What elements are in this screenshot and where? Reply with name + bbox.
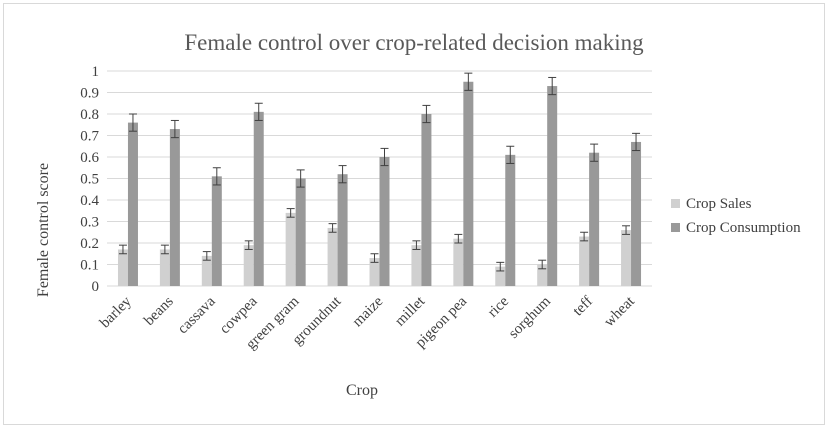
bar-sales xyxy=(537,264,548,286)
x-tick-label: teff xyxy=(570,294,596,320)
bar-sales xyxy=(285,212,296,286)
y-tick-label: 1 xyxy=(92,64,100,80)
y-tick-label: 0 xyxy=(92,279,100,295)
bar-consumption xyxy=(547,86,558,286)
x-tick-label: maize xyxy=(350,293,387,330)
legend-swatch xyxy=(671,199,680,208)
bar-consumption xyxy=(211,176,222,286)
bar-consumption xyxy=(337,174,348,286)
legend-label: Crop Consumption xyxy=(686,220,801,236)
bar-sales xyxy=(117,249,128,286)
bar-sales xyxy=(579,236,590,286)
bar-sales xyxy=(453,238,464,286)
bar-consumption xyxy=(505,154,516,286)
legend-swatch xyxy=(671,223,680,232)
bar-sales xyxy=(495,266,506,286)
error-bars xyxy=(118,72,641,272)
bar-sales xyxy=(621,230,632,286)
bar-consumption xyxy=(421,114,432,286)
y-axis-label: Female control score xyxy=(35,163,52,297)
y-tick-label: 0.2 xyxy=(80,236,99,252)
bar-consumption xyxy=(169,129,180,286)
bar-consumption xyxy=(127,122,138,286)
y-tick-label: 0.3 xyxy=(80,215,99,231)
bar-sales xyxy=(327,227,338,286)
bar-consumption xyxy=(253,111,264,286)
x-tick-label: cassava xyxy=(175,293,219,337)
bar-consumption xyxy=(463,81,474,286)
bar-sales xyxy=(369,258,380,286)
legend-label: Crop Sales xyxy=(686,196,752,212)
bar-sales xyxy=(411,245,422,286)
bars xyxy=(117,81,642,286)
y-tick-label: 0.5 xyxy=(80,172,99,188)
y-tick-label: 0.6 xyxy=(80,150,99,166)
y-tick-label: 0.1 xyxy=(80,258,99,274)
y-tick-label: 0.7 xyxy=(80,129,99,145)
x-tick-label: millet xyxy=(392,293,429,330)
x-tick-label: barley xyxy=(97,293,135,331)
bar-consumption xyxy=(631,141,642,286)
legend: Crop Sales Crop Consumption xyxy=(671,196,801,236)
x-axis-label: Crop xyxy=(346,382,378,399)
y-tick-label: 0.4 xyxy=(80,193,99,209)
gridlines xyxy=(107,70,652,287)
x-tick-label: rice xyxy=(485,293,512,320)
bar-sales xyxy=(159,249,170,286)
y-axis-ticks: 0 0.1 0.2 0.3 0.4 0.5 0.6 0.7 0.8 0.9 1 xyxy=(80,64,99,295)
bar-consumption xyxy=(589,152,600,286)
x-tick-label: wheat xyxy=(601,293,638,330)
chart-title: Female control over crop-related decisio… xyxy=(184,30,644,55)
bar-sales xyxy=(201,255,212,286)
chart-frame xyxy=(3,3,825,425)
y-tick-label: 0.9 xyxy=(80,86,99,102)
x-tick-label: beans xyxy=(141,293,177,329)
x-tick-label: sorghum xyxy=(506,293,554,341)
bar-sales xyxy=(243,245,254,286)
bar-consumption xyxy=(379,157,390,286)
bar-consumption xyxy=(295,178,306,286)
y-tick-label: 0.8 xyxy=(80,107,99,123)
